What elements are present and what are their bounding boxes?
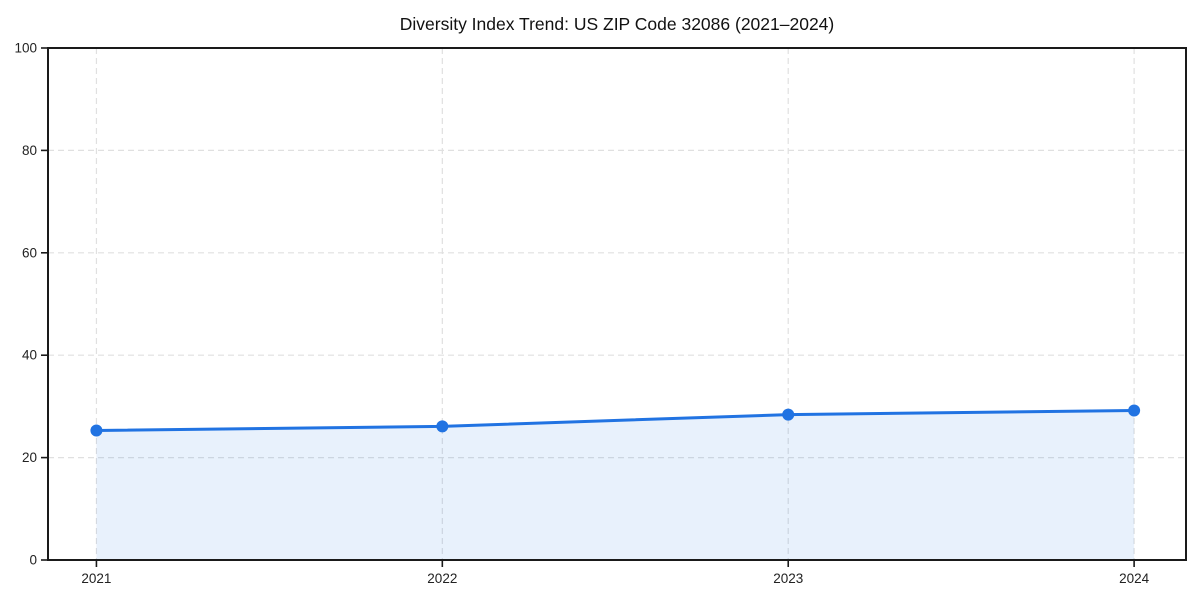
axes-spines (47, 47, 1187, 561)
x-axis-tick-label: 2024 (1119, 571, 1150, 586)
chart-title: Diversity Index Trend: US ZIP Code 32086… (400, 14, 835, 34)
x-axis-tick-label: 2023 (773, 571, 803, 586)
data-point-markers (90, 404, 1141, 437)
y-axis-tick-label: 40 (22, 348, 37, 363)
axis-tick-marks (41, 47, 1135, 567)
area-fill-layer (96, 410, 1135, 560)
line-series (94, 408, 1136, 432)
axis-tick-labels: 0 20 40 60 80 100 2021 2022 2023 2024 (14, 41, 1149, 587)
data-point-marker (1128, 404, 1141, 417)
y-axis-tick-label: 0 (29, 553, 37, 568)
x-axis-tick-label: 2021 (81, 571, 111, 586)
gridlines-layer (48, 48, 1186, 560)
y-axis-tick-label: 80 (22, 143, 37, 158)
y-axis-tick-label: 60 (22, 245, 37, 260)
area-fill (96, 410, 1135, 560)
data-point-marker (436, 420, 449, 433)
line-series-layer (94, 408, 1136, 432)
data-point-marker (782, 408, 795, 421)
x-axis-tick-label: 2022 (427, 571, 457, 586)
data-point-marker (90, 424, 103, 437)
plot-border-spines (47, 47, 1187, 561)
y-axis-tick-label: 20 (22, 450, 37, 465)
y-axis-tick-label: 100 (14, 41, 37, 56)
